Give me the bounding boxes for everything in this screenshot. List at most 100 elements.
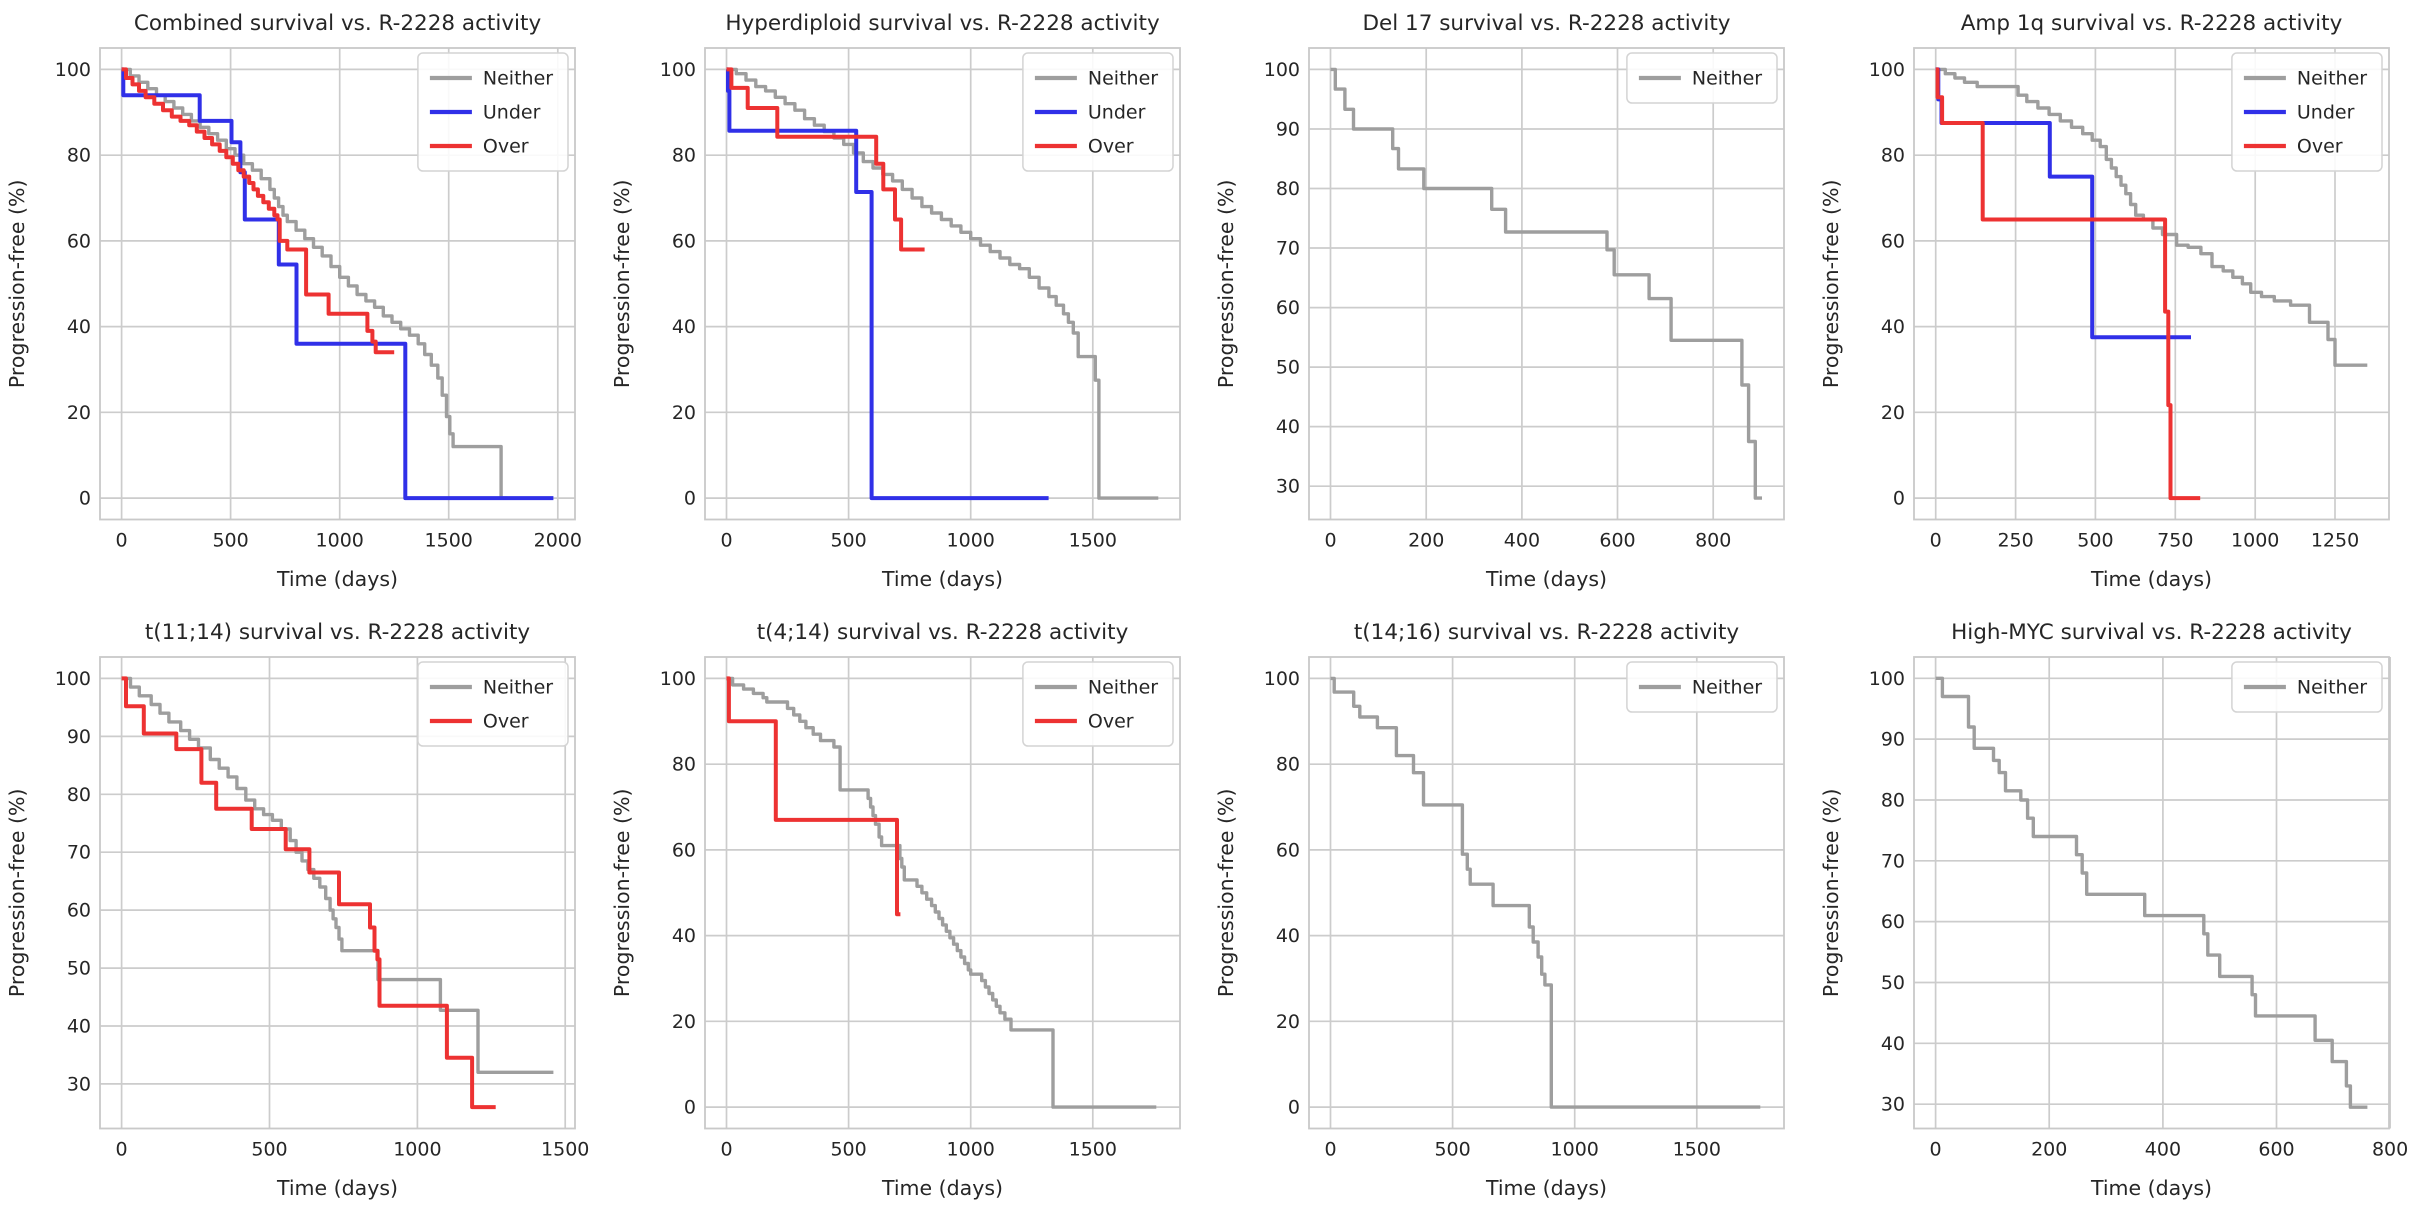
series-under (1935, 67, 2191, 340)
y-tick-label: 40 (1276, 416, 1300, 438)
y-tick-label: 0 (683, 488, 695, 510)
x-tick-label: 1000 (1551, 1139, 1599, 1161)
x-tick-label: 0 (1929, 1139, 1941, 1161)
y-tick-label: 100 (1264, 668, 1300, 690)
y-tick-label: 80 (671, 145, 695, 167)
chart-high-myc: 0 200 400 600 800 30 40 50 60 70 80 90 100 High-MYC s… (1814, 609, 2418, 1218)
chart-svg: 0 500 1000 1500 0 20 40 60 80 100 t(4;14) survival… (610, 620, 1181, 1200)
chart-svg: 0 500 1000 1500 0 20 40 60 80 100 t(14;16) surviva… (1214, 620, 1785, 1200)
y-tick-label: 20 (1880, 402, 1904, 424)
legend-label-neither: Neither (1087, 68, 1157, 90)
x-axis-label: Time (days) (880, 1176, 1002, 1200)
series-neither (121, 676, 554, 1074)
y-tick-label: 30 (1880, 1094, 1904, 1116)
x-tick-label: 500 (830, 530, 866, 552)
series-neither (1330, 67, 1762, 500)
y-tick-label: 40 (1276, 925, 1300, 947)
legend-label-neither: Neither (2296, 677, 2366, 699)
legend-label-over: Over (483, 136, 529, 158)
y-tick-label: 50 (1276, 357, 1300, 379)
axes-border (1912, 656, 2390, 1130)
y-tick-label: 60 (67, 230, 91, 252)
legend-label-over: Over (2296, 136, 2342, 158)
y-tick-label: 50 (67, 958, 91, 980)
chart-amp-1q: 0 250 500 750 1000 1250 0 20 40 60 80 100 Amp 1q sur… (1814, 0, 2418, 609)
x-tick-label: 0 (1929, 530, 1941, 552)
legend-label-neither: Neither (483, 677, 553, 699)
series-neither (1935, 67, 2367, 367)
x-tick-label: 500 (1434, 1139, 1470, 1161)
x-tick-label: 500 (212, 530, 248, 552)
y-tick-label: 20 (67, 402, 91, 424)
chart-title: High-MYC survival vs. R-2228 activity (1951, 620, 2352, 645)
y-tick-label: 20 (1276, 1011, 1300, 1033)
y-tick-label: 0 (683, 1097, 695, 1119)
y-tick-label: 90 (1276, 119, 1300, 141)
y-tick-label: 100 (55, 59, 91, 81)
x-tick-label: 800 (2371, 1139, 2407, 1161)
x-tick-label: 500 (251, 1139, 287, 1161)
axes-border (99, 47, 576, 521)
y-tick-label: 60 (1276, 839, 1300, 861)
series-neither (1330, 676, 1761, 1109)
x-tick-label: 2000 (534, 530, 582, 552)
legend-box (417, 661, 569, 747)
y-axis-label: Progression-free (%) (5, 789, 29, 998)
x-tick-label: 600 (2258, 1139, 2294, 1161)
x-tick-label: 500 (830, 1139, 866, 1161)
chart-svg: 0 500 1000 1500 2000 0 20 40 60 80 100 Combined sur… (5, 11, 582, 591)
x-tick-label: 200 (2031, 1139, 2067, 1161)
y-tick-label: 100 (1868, 59, 1904, 81)
x-tick-label: 600 (1599, 530, 1635, 552)
x-axis-label: Time (days) (276, 567, 398, 591)
series-neither (1935, 676, 2367, 1109)
y-tick-label: 0 (1892, 488, 1904, 510)
chart-combined: 0 500 1000 1500 2000 0 20 40 60 80 100 Combined sur… (0, 0, 605, 609)
chart-t-14-16: 0 500 1000 1500 0 20 40 60 80 100 t(14;16) surviva… (1209, 609, 1814, 1218)
y-tick-label: 0 (1288, 1097, 1300, 1119)
legend-label-neither: Neither (2296, 68, 2366, 90)
y-tick-label: 80 (1276, 178, 1300, 200)
x-tick-label: 1500 (1068, 1139, 1116, 1161)
y-tick-label: 50 (1880, 972, 1904, 994)
x-tick-label: 1000 (316, 530, 364, 552)
x-axis-label: Time (days) (276, 1176, 398, 1200)
x-tick-label: 1500 (1068, 530, 1116, 552)
legend-box (417, 52, 569, 172)
legend: Neither Over (417, 661, 569, 747)
y-tick-label: 30 (67, 1073, 91, 1095)
y-tick-label: 80 (1880, 145, 1904, 167)
legend-label-under: Under (483, 102, 541, 124)
series-over (1935, 67, 2200, 501)
y-tick-label: 70 (67, 842, 91, 864)
x-axis-label: Time (days) (1485, 567, 1607, 591)
x-tick-label: 1500 (541, 1139, 589, 1161)
chart-title: Hyperdiploid survival vs. R-2228 activit… (725, 11, 1160, 36)
x-tick-label: 250 (1997, 530, 2033, 552)
y-tick-label: 60 (67, 900, 91, 922)
y-tick-label: 70 (1880, 850, 1904, 872)
chart-title: t(14;16) survival vs. R-2228 activity (1354, 620, 1740, 645)
y-tick-label: 60 (1276, 297, 1300, 319)
legend-label-under: Under (1087, 102, 1145, 124)
legend: Neither (1626, 52, 1778, 104)
x-tick-label: 750 (2157, 530, 2193, 552)
chart-title: t(11;14) survival vs. R-2228 activity (145, 620, 531, 645)
y-axis-label: Progression-free (%) (1214, 789, 1238, 998)
legend: Neither Under Over (2230, 52, 2383, 172)
legend-label-neither: Neither (1692, 677, 1762, 699)
x-tick-label: 1000 (946, 1139, 994, 1161)
legend-label-under: Under (2296, 102, 2354, 124)
legend-box (1021, 52, 1174, 172)
x-tick-label: 0 (1324, 1139, 1336, 1161)
legend: Neither Under Over (1021, 52, 1174, 172)
chart-hyperdiploid: 0 500 1000 1500 0 20 40 60 80 100 Hyperdiploid sur… (605, 0, 1210, 609)
y-tick-label: 40 (671, 316, 695, 338)
chart-title: Del 17 survival vs. R-2228 activity (1362, 11, 1730, 36)
y-tick-label: 60 (1880, 911, 1904, 933)
axes-border (1308, 47, 1785, 521)
chart-svg: 0 250 500 750 1000 1250 0 20 40 60 80 100 Amp 1q sur… (1819, 11, 2390, 591)
chart-t-11-14: 0 500 1000 1500 30 40 50 60 70 80 90 100 t(11;14) su… (0, 609, 605, 1218)
y-tick-label: 60 (671, 230, 695, 252)
